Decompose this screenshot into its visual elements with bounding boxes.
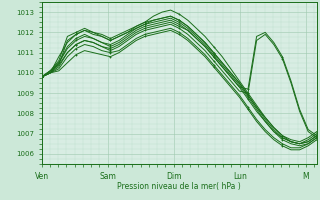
X-axis label: Pression niveau de la mer( hPa ): Pression niveau de la mer( hPa ) [117,182,241,191]
